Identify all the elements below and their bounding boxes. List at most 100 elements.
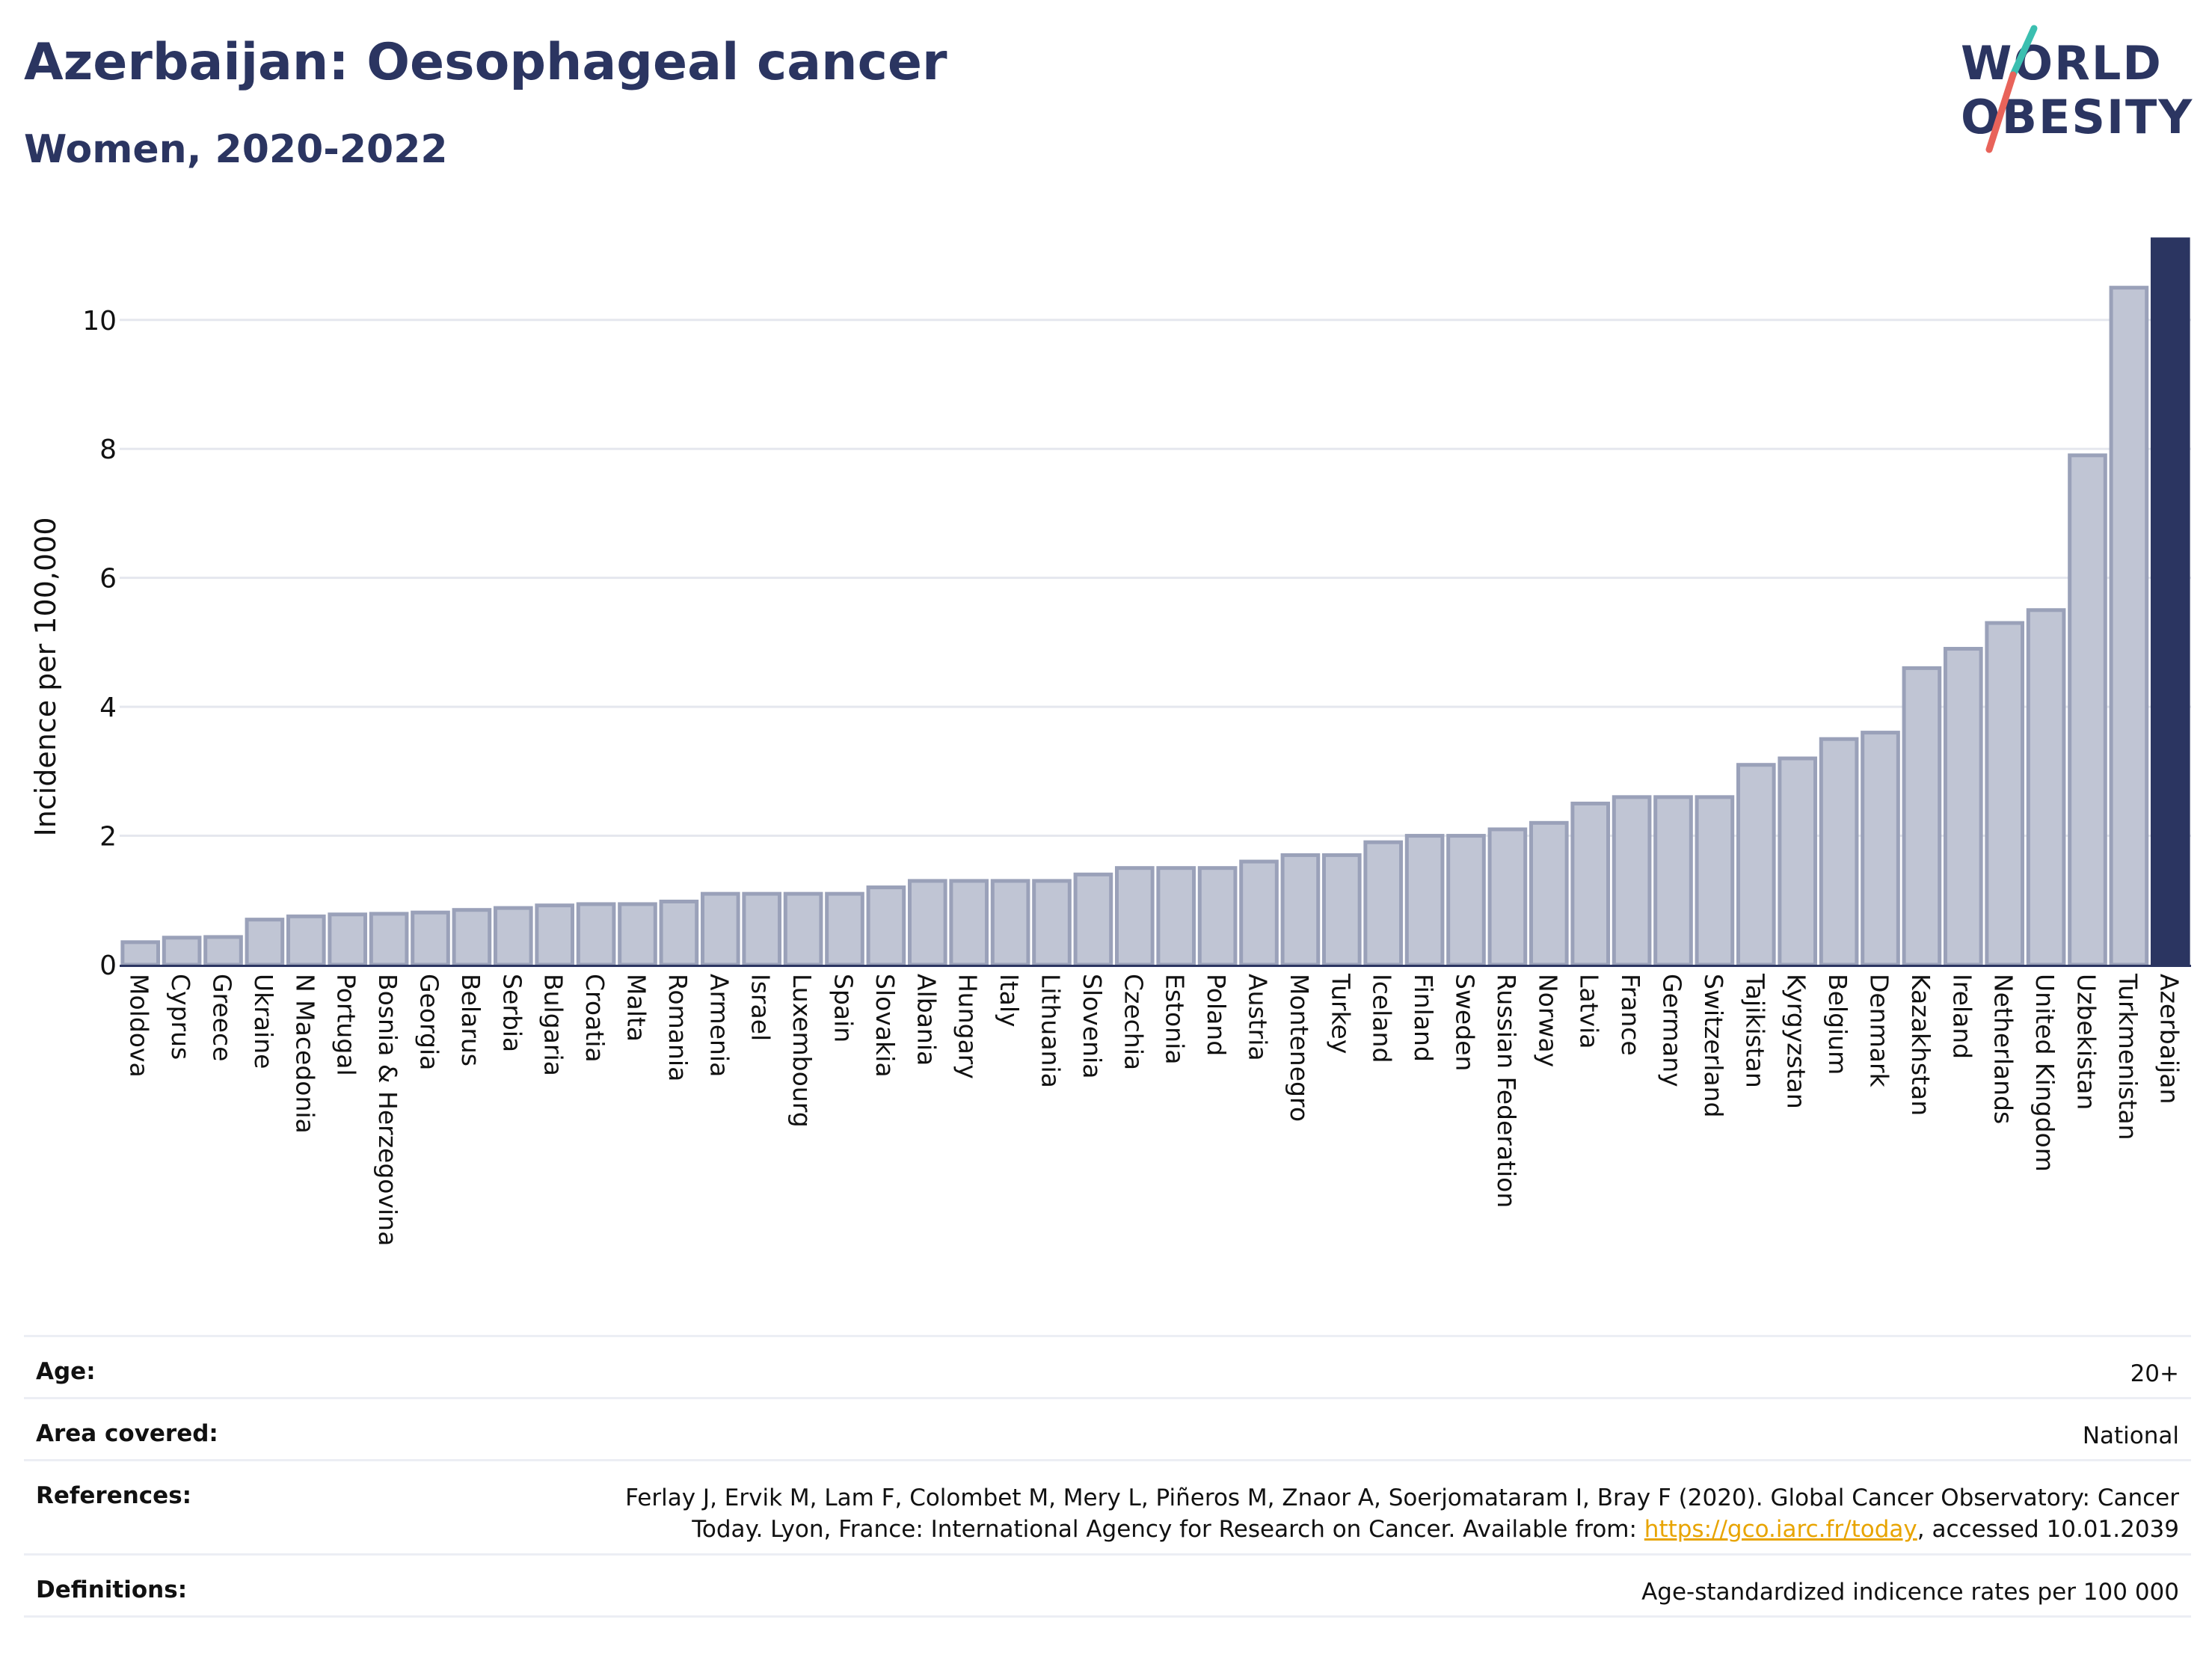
bar-bosnia-herzegovina (369, 912, 409, 967)
x-tick-label: Finland (1409, 974, 1438, 1062)
x-tick-label: Austria (1244, 974, 1273, 1061)
x-tick-label: Denmark (1865, 974, 1894, 1088)
x-tick-label: Bulgaria (539, 974, 568, 1076)
x-tick-label: Russian Federation (1492, 974, 1521, 1208)
bar-switzerland (1695, 795, 1735, 967)
bar-netherlands (1985, 621, 2025, 967)
bar-czechia (1114, 866, 1155, 967)
bar-spain (825, 891, 864, 967)
age-label: Age: (36, 1358, 96, 1385)
bar-italy (990, 879, 1030, 967)
age-value: 20+ (2130, 1360, 2179, 1387)
bar-serbia (493, 906, 533, 967)
x-tick-label: Lithuania (1036, 974, 1066, 1088)
chart-title: Azerbaijan: Oesophageal cancer (24, 33, 947, 92)
x-tick-label: Kyrgyzstan (1782, 974, 1811, 1109)
meta-row-age: Age: 20+ (24, 1335, 2191, 1397)
x-tick-label: Montenegro (1285, 974, 1314, 1122)
bar-portugal (328, 912, 368, 967)
x-tick-label: Portugal (332, 974, 361, 1076)
chart-subtitle: Women, 2020-2022 (24, 127, 448, 172)
bar-bulgaria (535, 903, 575, 967)
x-tick-label: Malta (622, 974, 651, 1042)
bar-russian-federation (1487, 827, 1528, 967)
bar-azerbaijan (2150, 237, 2190, 967)
x-tick-label: Slovakia (870, 974, 900, 1078)
metadata-table: Age: 20+ Area covered: National Referenc… (24, 1335, 2191, 1618)
bar-ireland (1943, 647, 1983, 967)
y-tick-label: 4 (99, 693, 117, 723)
gridlines (120, 319, 2191, 838)
x-tick-label: Germany (1658, 974, 1687, 1087)
bar-austria (1239, 859, 1279, 967)
x-tick-label: Serbia (497, 974, 526, 1052)
bar-sweden (1446, 834, 1486, 967)
bar-montenegro (1280, 853, 1321, 967)
x-tick-label: Sweden (1451, 974, 1480, 1071)
bar-chart: 0 2 4 6 8 10 Moldova Cyprus Greece Ukraine N Mace… (29, 237, 2191, 1246)
bar-croatia (576, 902, 616, 967)
bar-slovenia (1073, 872, 1113, 967)
bar-luxembourg (783, 891, 823, 967)
logo-slash-icon (1985, 25, 2038, 153)
bar-greece (203, 935, 243, 967)
bar-kazakhstan (1902, 666, 1942, 967)
x-tick-label: Georgia (415, 974, 444, 1070)
world-obesity-logo: WORLD OBESITY (1944, 22, 2199, 157)
bar-estonia (1156, 866, 1196, 967)
bar-turkmenistan (2109, 286, 2149, 967)
x-tick-label: Belgium (1823, 974, 1852, 1075)
bar-turkey (1321, 853, 1362, 967)
x-tick-label: Bosnia & Herzegovina (373, 974, 402, 1246)
y-tick-label: 6 (99, 564, 117, 595)
x-tick-label: Slovenia (1078, 974, 1107, 1078)
bar-norway (1529, 820, 1569, 967)
x-tick-label: Iceland (1368, 974, 1397, 1063)
bar-georgia (411, 910, 450, 967)
x-tick-label: N Macedonia (290, 974, 319, 1134)
area-label: Area covered: (36, 1420, 218, 1447)
x-tick-label: Switzerland (1699, 974, 1728, 1118)
bar-moldova (120, 940, 161, 967)
bar-ukraine (245, 918, 285, 967)
x-tick-label: Armenia (704, 974, 734, 1077)
references-value: Ferlay J, Ervik M, Lam F, Colombet M, Me… (625, 1461, 2179, 1545)
bar-slovakia (866, 885, 906, 967)
x-tick-label: Turkmenistan (2113, 973, 2142, 1140)
bar-israel (742, 891, 782, 967)
bar-belarus (452, 908, 492, 967)
x-axis-labels: Moldova Cyprus Greece Ukraine N Macedonia Por… (125, 973, 2184, 1246)
y-tick-label: 2 (99, 822, 117, 853)
x-tick-label: Romania (663, 974, 692, 1081)
bars (120, 237, 2190, 967)
x-tick-label: Moldova (125, 974, 154, 1078)
x-tick-label: Italy (995, 974, 1024, 1028)
bar-kyrgyzstan (1778, 756, 1818, 967)
bar-latvia (1570, 801, 1611, 967)
y-tick-label: 0 (99, 951, 117, 981)
x-tick-label: Turkey (1326, 973, 1355, 1054)
x-tick-label: Kazakhstan (1906, 974, 1935, 1116)
x-tick-label: Spain (829, 974, 858, 1043)
x-tick-label: Ireland (1947, 974, 1976, 1059)
x-tick-label: Uzbekistan (2072, 974, 2101, 1110)
x-tick-label: Israel (746, 974, 775, 1041)
references-text-line-1: Ferlay J, Ervik M, Lam F, Colombet M, Me… (625, 1484, 2179, 1511)
x-tick-label: Poland (1202, 974, 1231, 1056)
meta-row-area: Area covered: National (24, 1397, 2191, 1459)
x-tick-label: Latvia (1575, 974, 1604, 1048)
bar-france (1612, 795, 1652, 967)
bar-belgium (1819, 737, 1859, 967)
x-tick-label: Luxembourg (787, 974, 817, 1128)
meta-row-references: References: Ferlay J, Ervik M, Lam F, Co… (24, 1459, 2191, 1553)
x-tick-label: Azerbaijan (2154, 974, 2184, 1104)
bar-romania (659, 900, 699, 967)
y-tick-label: 8 (99, 435, 117, 465)
y-axis-label: Incidence per 100,000 (29, 517, 62, 836)
x-tick-label: Norway (1533, 974, 1562, 1067)
x-tick-label: Croatia (580, 974, 609, 1063)
x-tick-label: Czechia (1119, 974, 1148, 1070)
references-link[interactable]: https://gco.iarc.fr/today (1644, 1516, 1917, 1543)
meta-row-definitions: Definitions: Age-standardized indicence … (24, 1553, 2191, 1618)
x-tick-label: Cyprus (166, 974, 195, 1060)
